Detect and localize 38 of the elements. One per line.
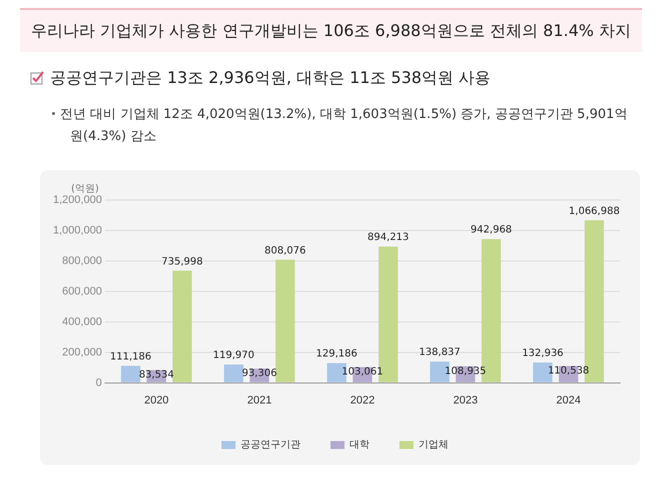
- data-label: 111,186: [110, 351, 152, 362]
- bar: [121, 366, 140, 382]
- y-axis-title: (억원): [71, 184, 100, 195]
- data-label: 93,306: [242, 368, 277, 380]
- data-label: 132,936: [522, 348, 564, 360]
- y-tick-label: 1,000,000: [53, 224, 102, 236]
- data-label: 129,186: [316, 348, 358, 360]
- data-label: 735,998: [162, 256, 203, 268]
- bar: [276, 260, 295, 382]
- data-label: 119,970: [213, 350, 254, 362]
- x-tick-label: 2023: [453, 394, 478, 406]
- data-label: 110,538: [548, 366, 590, 377]
- bar: [172, 270, 192, 382]
- y-tick-label: 200,000: [62, 346, 102, 358]
- y-tick-label: 0: [96, 376, 102, 389]
- x-tick-label: 2022: [350, 394, 375, 406]
- y-tick-label: 1,200,000: [53, 194, 102, 206]
- data-label: 138,837: [419, 347, 460, 358]
- text: 전년 대비 기업체 12조 4,020억원(13.2%), 대학 1,603억원(1.5%) 증가, 공공연구기관 5,901억원(4.3%) 감소: [60, 106, 628, 146]
- y-tick-label: 800,000: [62, 254, 102, 267]
- y-tick-label: 600,000: [62, 285, 102, 298]
- x-tick-label: 2024: [556, 394, 581, 406]
- data-label: 942,968: [470, 224, 512, 236]
- legend-label: 기업체: [418, 440, 448, 451]
- chart-subtitle: 공공연구기관은 13조 2,936억원, 대학은 11조 538억원 사용: [50, 68, 491, 89]
- legend-label: 공공연구기관: [240, 440, 300, 451]
- data-label: 1,066,988: [568, 206, 620, 217]
- chart-title: 우리나라 기업체가 사용한 연구개발비는 106조 6,988억원으로 전체의 81.4% 차지: [20, 8, 642, 52]
- x-tick-label: 2020: [144, 394, 169, 406]
- data-label: 808,076: [264, 245, 306, 256]
- y-tick-label: 400,000: [62, 316, 102, 328]
- data-label: 83,534: [138, 370, 174, 381]
- data-label: 894,213: [368, 232, 409, 244]
- data-label: 108,935: [444, 366, 486, 377]
- bar: [224, 364, 244, 382]
- data-label: 103,061: [342, 366, 384, 378]
- x-tick-label: 2021: [247, 394, 272, 406]
- legend-label: 대학: [350, 440, 370, 451]
